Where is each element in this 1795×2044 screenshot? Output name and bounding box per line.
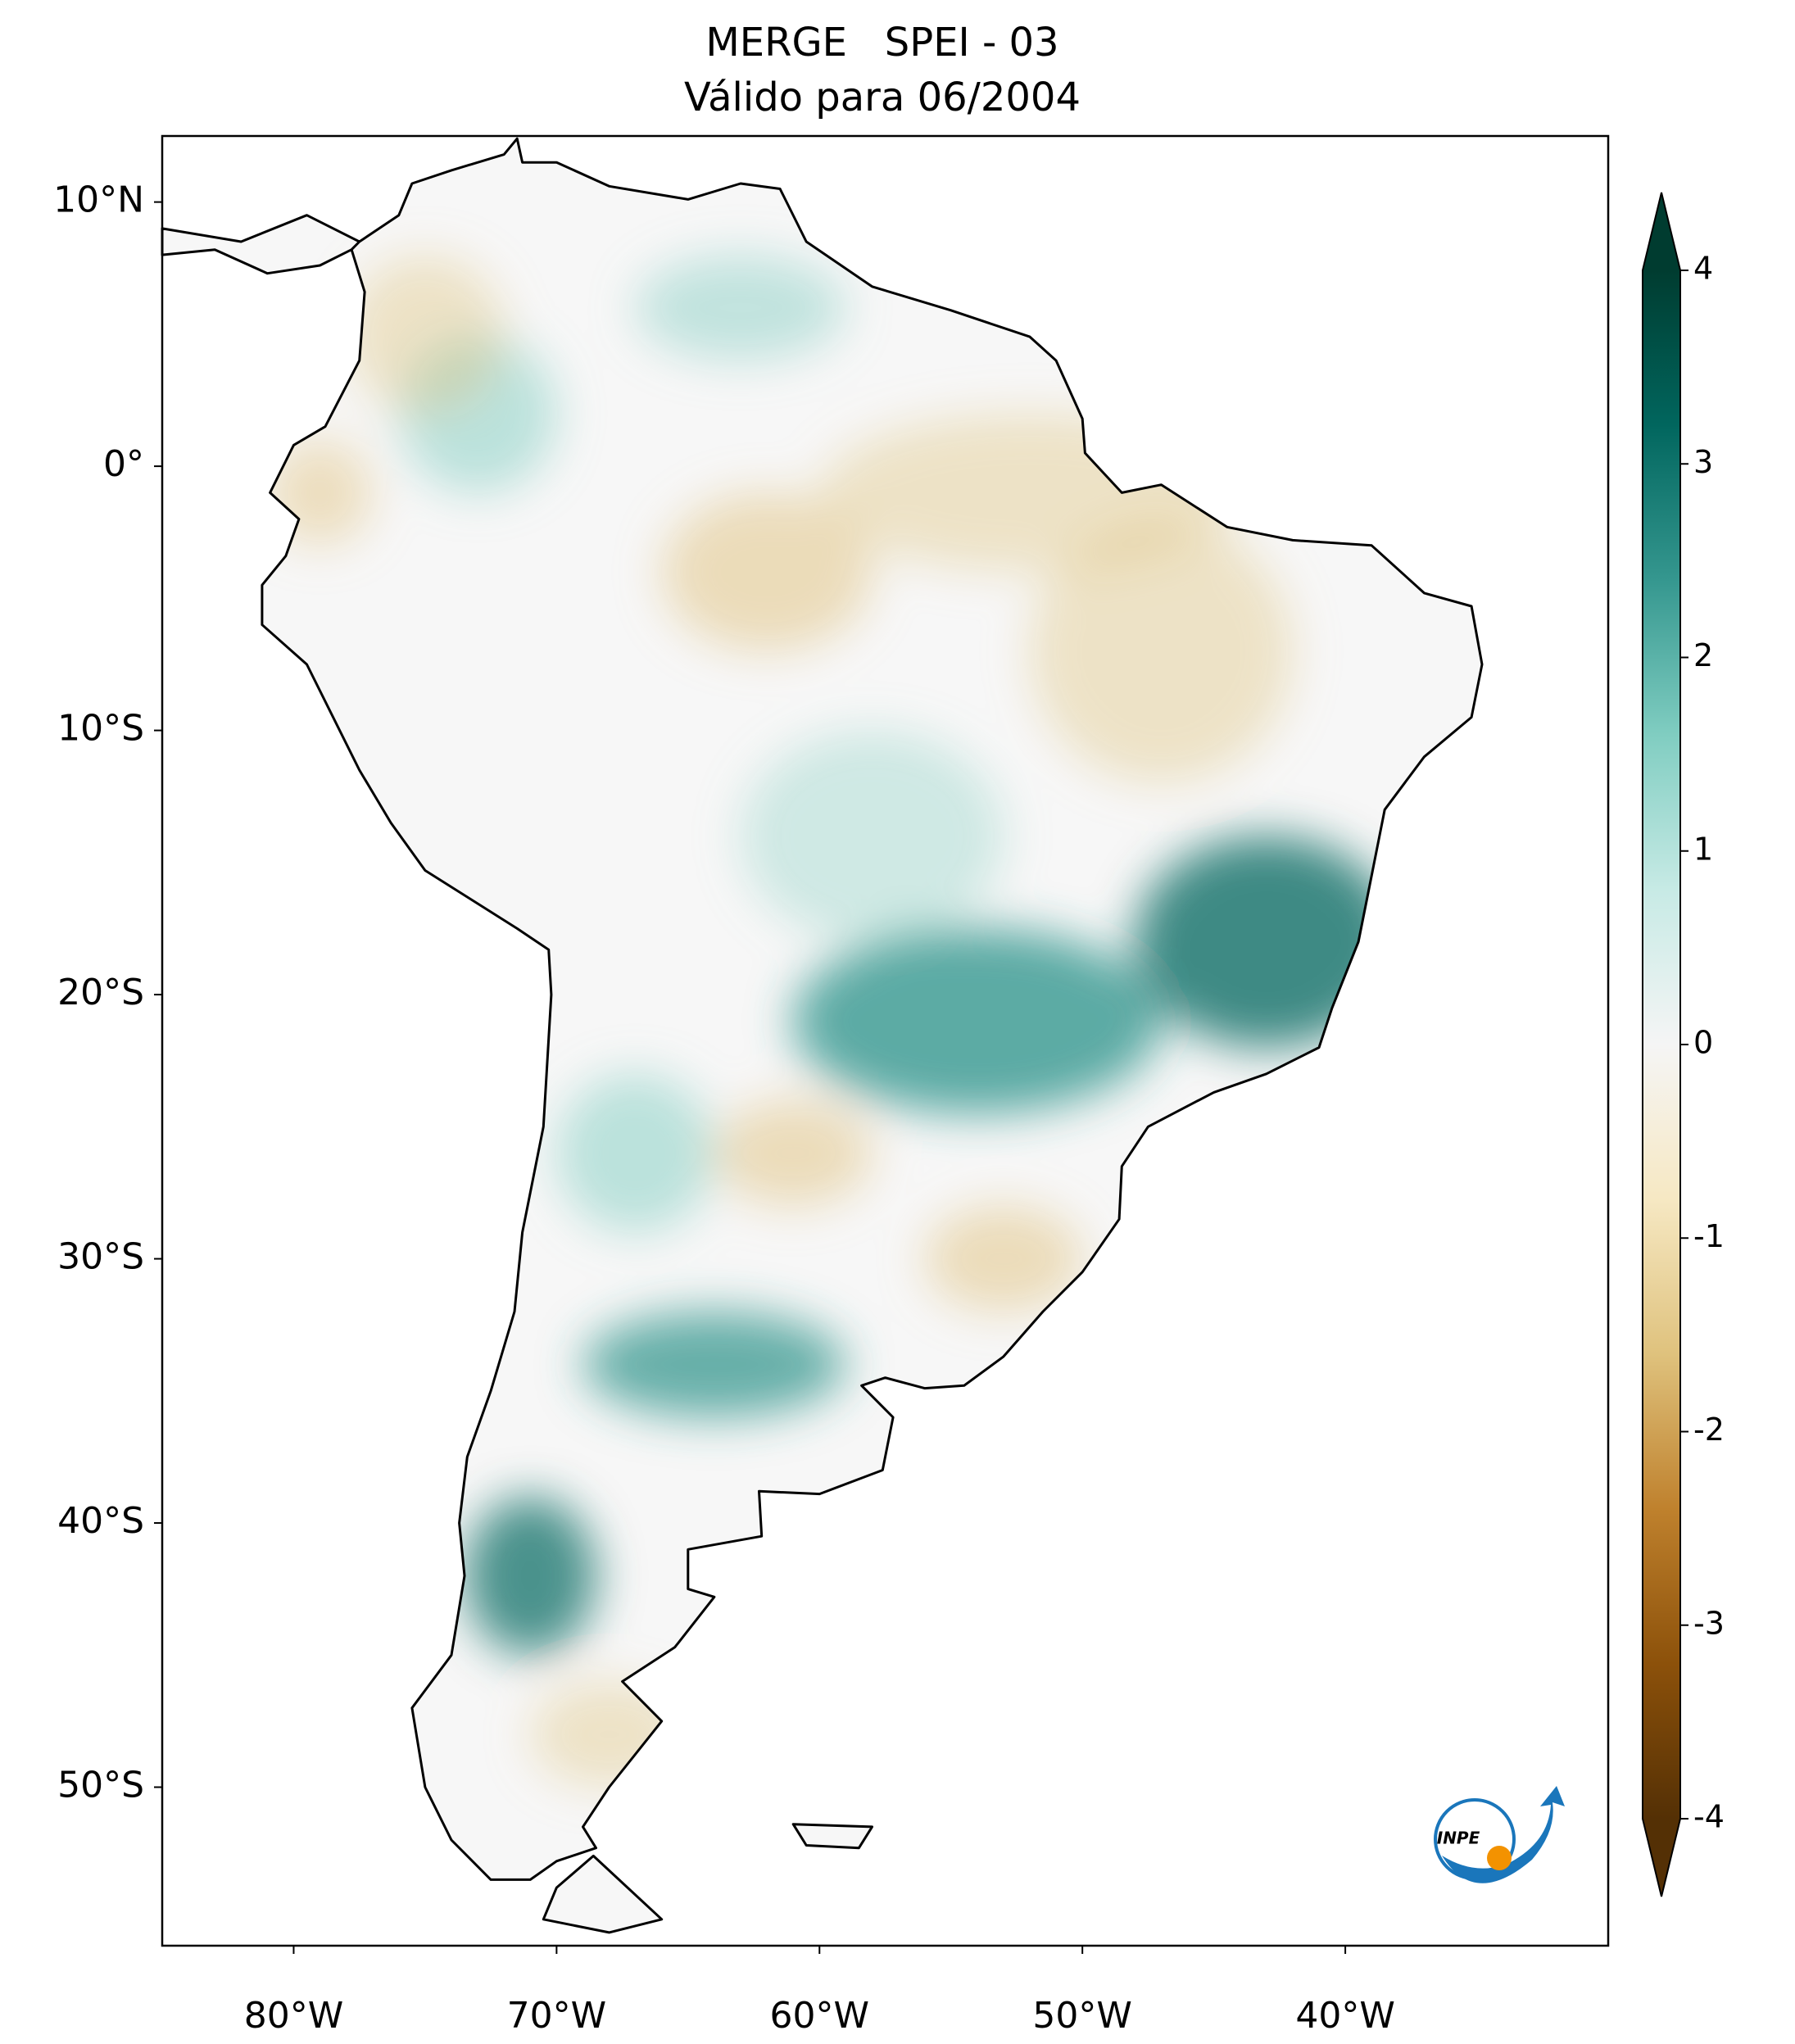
- land: [161, 137, 1484, 1934]
- spei-blob: [1030, 519, 1293, 784]
- y-tick-label: 40°S: [57, 1500, 144, 1542]
- x-tick-label: 60°W: [770, 1995, 870, 2037]
- colorbar-tick-label: 0: [1693, 1025, 1713, 1061]
- title: MERGE SPEI - 03: [705, 20, 1058, 66]
- colorbar-extend-bottom: [1643, 1819, 1680, 1897]
- spei-blob: [556, 1073, 714, 1233]
- logo: INPE: [1434, 1786, 1565, 1883]
- x-tick-label: 50°W: [1032, 1995, 1132, 2037]
- y-tick-label: 10°S: [57, 708, 144, 750]
- y-tick-label: 0°: [103, 443, 144, 485]
- colorbar-tick-label: 2: [1693, 637, 1713, 673]
- logo-text: INPE: [1437, 1829, 1480, 1848]
- colorbar-tick-label: -1: [1693, 1218, 1725, 1254]
- spei-field: [267, 255, 1398, 1788]
- colorbar-tick-label: 4: [1693, 251, 1713, 287]
- y-tick-label: 20°S: [57, 972, 144, 1013]
- spei-blob: [582, 1312, 846, 1418]
- x-tick-label: 40°W: [1295, 1995, 1395, 2037]
- colorbar-tick-label: -2: [1693, 1412, 1725, 1448]
- spei-blob: [714, 1100, 873, 1207]
- spei-blob: [741, 730, 1004, 942]
- spei-blob: [793, 928, 1162, 1114]
- spei-blob: [661, 492, 873, 651]
- spei-blob: [635, 255, 846, 361]
- colorbar-tick-label: 1: [1693, 831, 1713, 867]
- logo-arrow: [1442, 1786, 1565, 1883]
- x-tick-label: 70°W: [507, 1995, 607, 2037]
- y-tick-label: 10°N: [53, 179, 144, 221]
- x-tick-label: 80°W: [244, 1995, 344, 2037]
- y-tick-label: 50°S: [57, 1765, 144, 1806]
- spei-blobs: [267, 255, 1398, 1788]
- spei-blob: [267, 439, 373, 546]
- spei-blob: [1135, 836, 1398, 1048]
- colorbar-tick-label: -4: [1693, 1799, 1725, 1835]
- coastline: [161, 137, 1484, 1934]
- colorbar: -4 -3 -2 -1 0 1 2 3 4: [1642, 192, 1725, 1897]
- logo-sun: [1487, 1846, 1512, 1870]
- axes: 80°W 70°W 60°W 50°W 40°W 10°N 0° 10°S 20°S 30°S 40…: [53, 179, 1395, 2037]
- spei-blob: [530, 1681, 688, 1788]
- colorbar-body: [1643, 270, 1680, 1819]
- colorbar-tick-label: -3: [1693, 1605, 1725, 1641]
- colorbar-tick-label: 3: [1693, 444, 1713, 480]
- spei-blob: [924, 1206, 1083, 1312]
- spei-blob: [346, 255, 505, 414]
- y-tick-label: 30°S: [57, 1236, 144, 1278]
- colorbar-extend-top: [1643, 193, 1680, 270]
- map-frame: [161, 134, 1610, 1947]
- subtitle: Válido para 06/2004: [684, 75, 1081, 120]
- spei-blob: [465, 1496, 596, 1656]
